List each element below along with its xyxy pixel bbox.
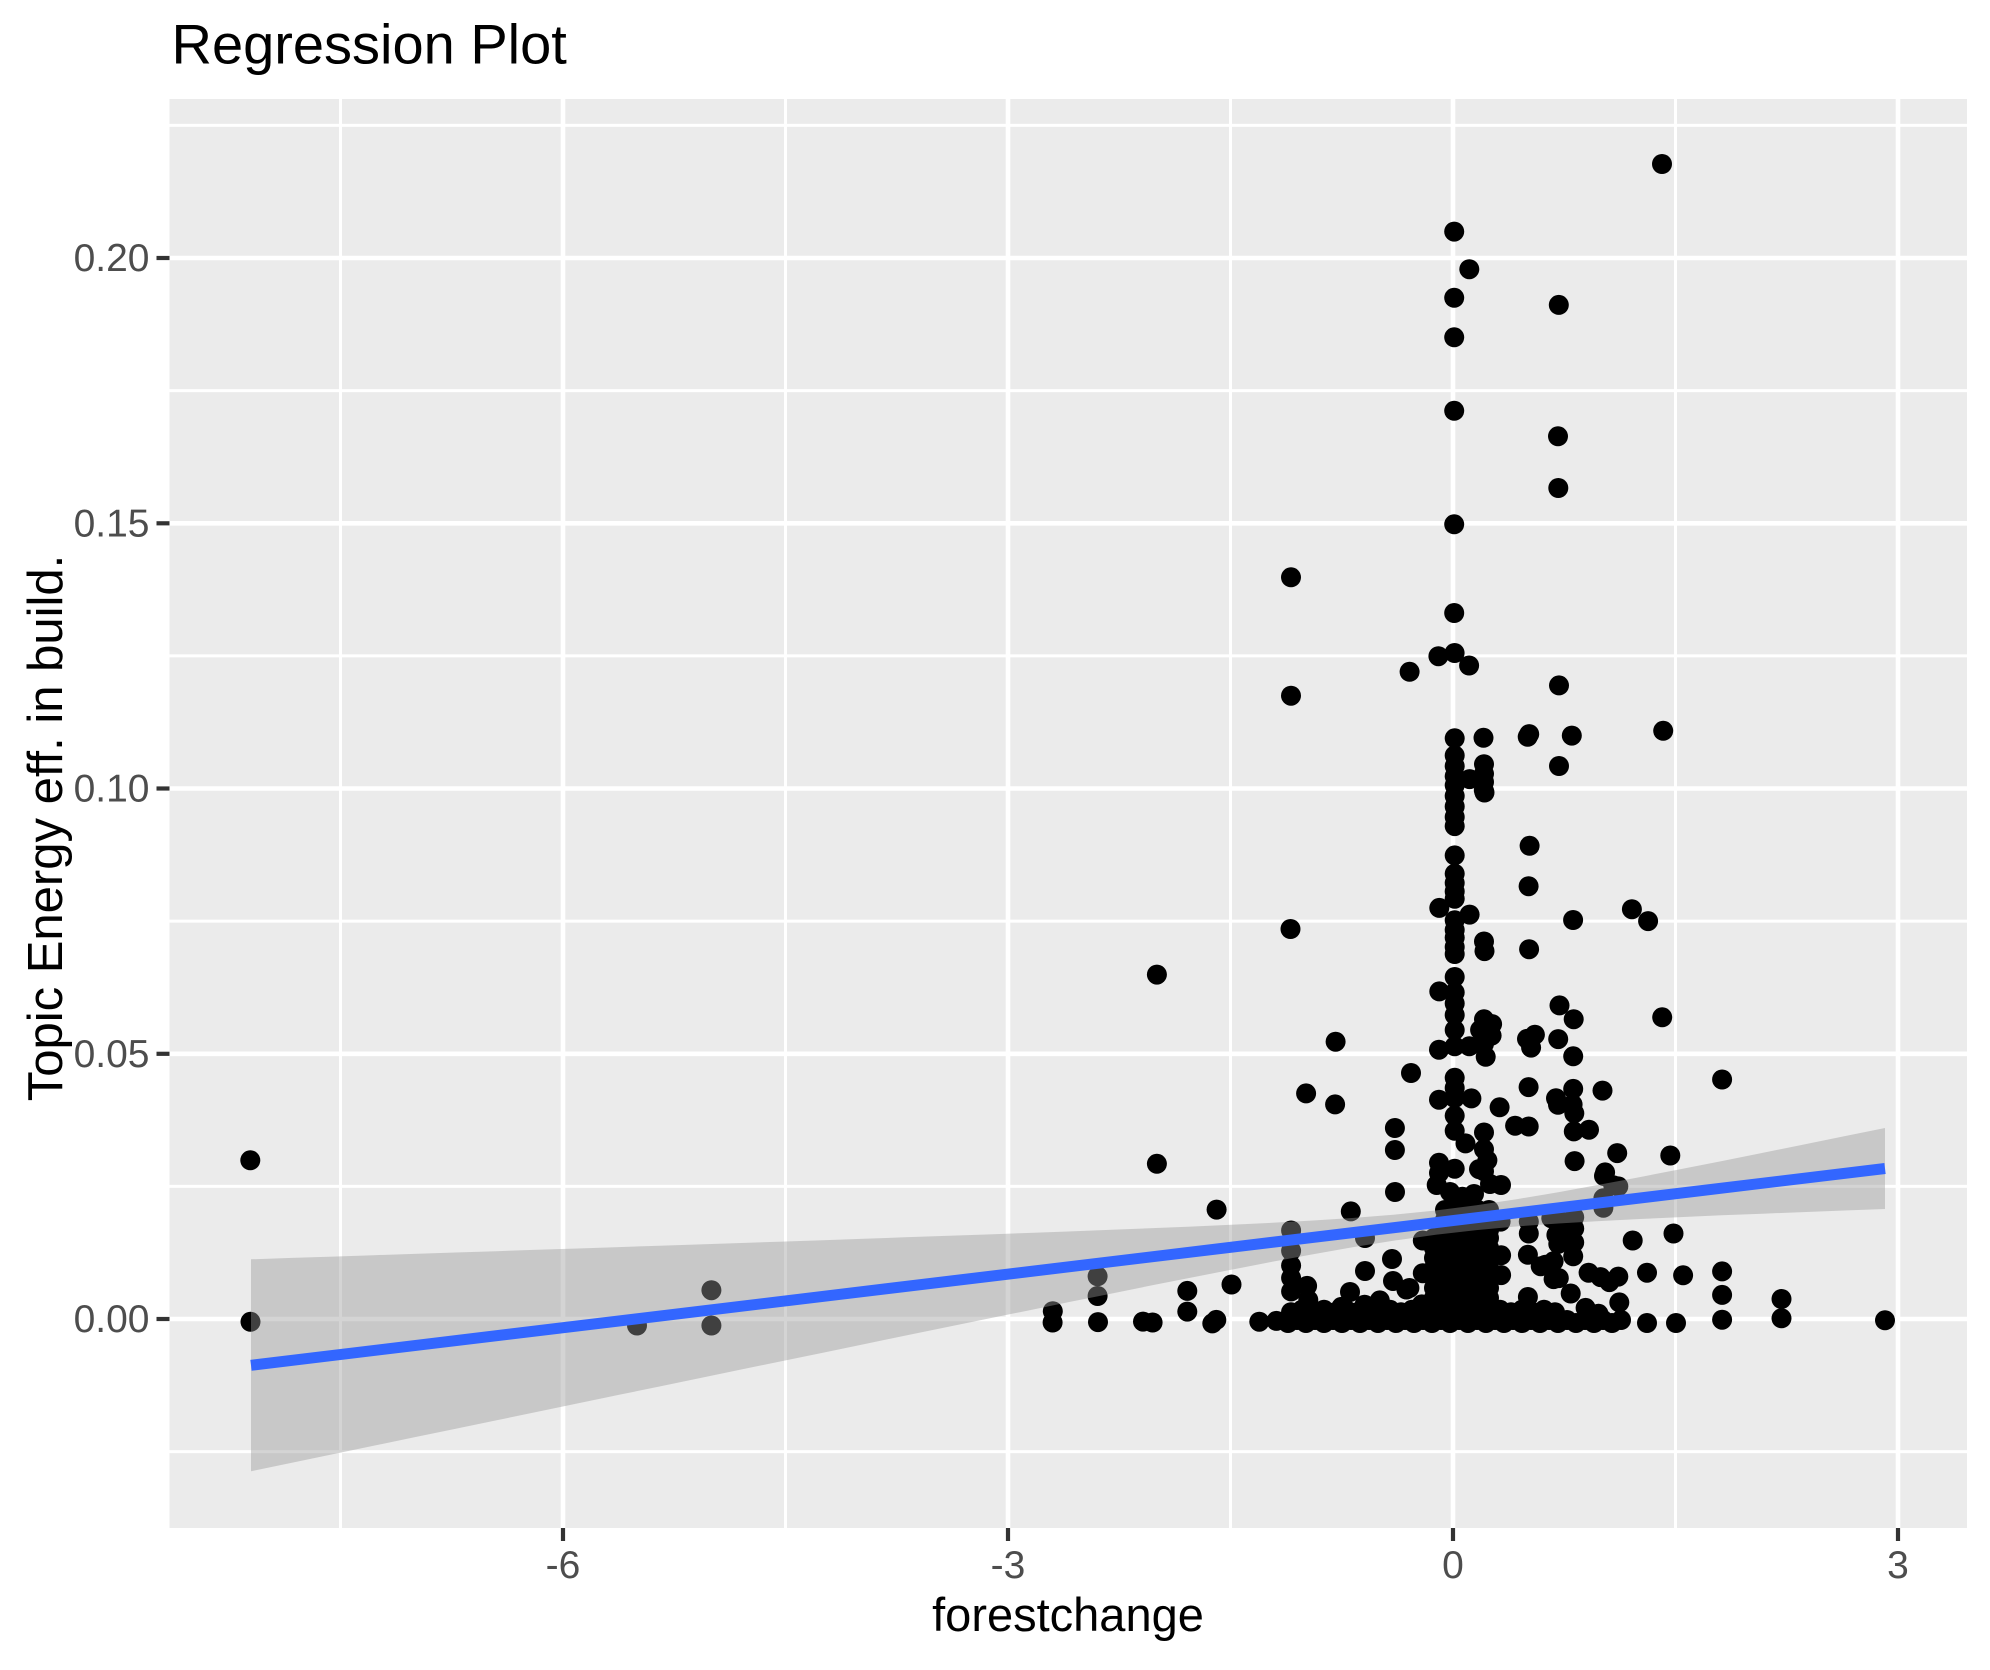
svg-text:0.15: 0.15 bbox=[74, 502, 150, 545]
svg-text:0.00: 0.00 bbox=[74, 1298, 150, 1341]
svg-text:-3: -3 bbox=[991, 1544, 1026, 1587]
svg-text:-6: -6 bbox=[546, 1544, 581, 1587]
svg-text:0: 0 bbox=[1442, 1544, 1464, 1587]
svg-text:0.20: 0.20 bbox=[74, 237, 150, 280]
svg-text:Regression Plot: Regression Plot bbox=[172, 13, 568, 76]
svg-text:forestchange: forestchange bbox=[932, 1588, 1204, 1641]
svg-text:0.10: 0.10 bbox=[74, 768, 150, 811]
svg-text:3: 3 bbox=[1887, 1544, 1909, 1587]
svg-text:Topic Energy eff. in build.: Topic Energy eff. in build. bbox=[19, 555, 73, 1102]
svg-text:0.05: 0.05 bbox=[74, 1033, 150, 1076]
